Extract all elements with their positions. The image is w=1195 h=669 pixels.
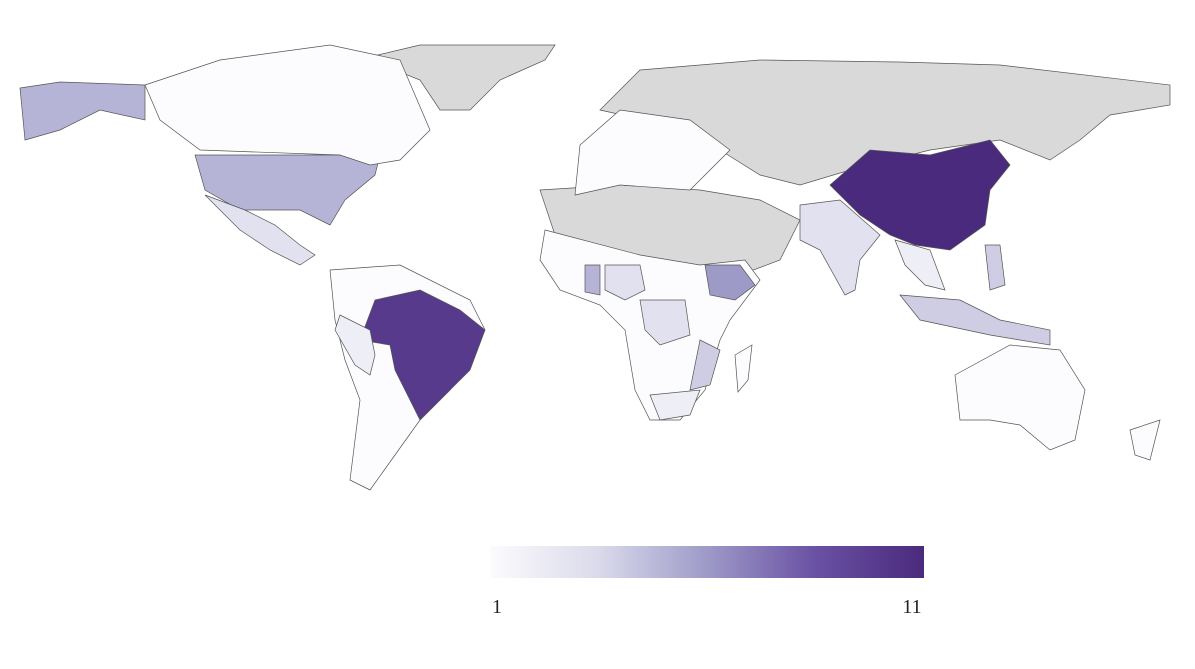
region <box>359 289 486 421</box>
region <box>1129 419 1161 461</box>
colorbar-ticks: 1 11 <box>492 596 922 618</box>
region <box>204 194 316 266</box>
northern-asia <box>599 59 1171 186</box>
region <box>799 199 881 296</box>
region <box>829 139 1011 251</box>
colorbar-tick-label: 11 <box>902 596 921 618</box>
region <box>734 344 753 393</box>
region <box>194 154 381 226</box>
colorbar <box>490 546 924 578</box>
region <box>604 264 646 301</box>
region <box>584 264 601 296</box>
region <box>334 314 376 376</box>
region <box>639 299 691 346</box>
colorbar-tick-label: 1 <box>492 596 502 618</box>
region <box>144 44 431 166</box>
regions <box>19 44 1161 491</box>
region <box>19 81 146 141</box>
region <box>649 389 701 421</box>
no-data-land <box>363 44 1171 281</box>
region <box>954 344 1086 451</box>
region <box>984 244 1006 291</box>
greenland <box>363 44 556 111</box>
region <box>899 294 1051 346</box>
region <box>574 109 731 196</box>
region <box>689 339 721 391</box>
region <box>894 239 946 291</box>
region <box>704 264 756 301</box>
